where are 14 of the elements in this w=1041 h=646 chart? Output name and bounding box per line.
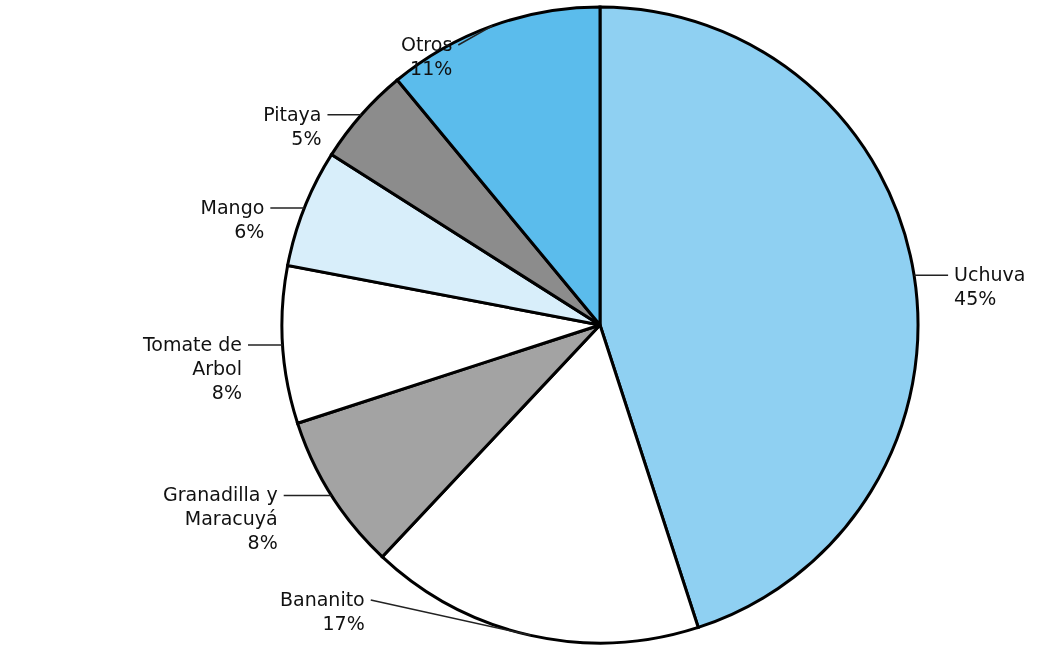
slice-label: Pitaya — [263, 102, 322, 125]
data-label: 11% — [410, 57, 453, 79]
data-label: 8% — [211, 380, 243, 403]
data-label: 8% — [247, 531, 278, 554]
data-label: 45% — [954, 287, 997, 310]
data-label: 5% — [291, 126, 322, 149]
slice-label: Bananito — [279, 588, 365, 610]
slice-label: Tomate de Arbol — [141, 332, 243, 379]
data-label: 6% — [234, 219, 265, 242]
slice-label: Mango — [200, 195, 265, 218]
slice-label: Otros — [400, 33, 453, 55]
data-label: 17% — [322, 612, 365, 634]
slice-label: Granadilla y Maracuyá — [163, 483, 278, 530]
slice-label: Uchuva — [954, 263, 1026, 286]
